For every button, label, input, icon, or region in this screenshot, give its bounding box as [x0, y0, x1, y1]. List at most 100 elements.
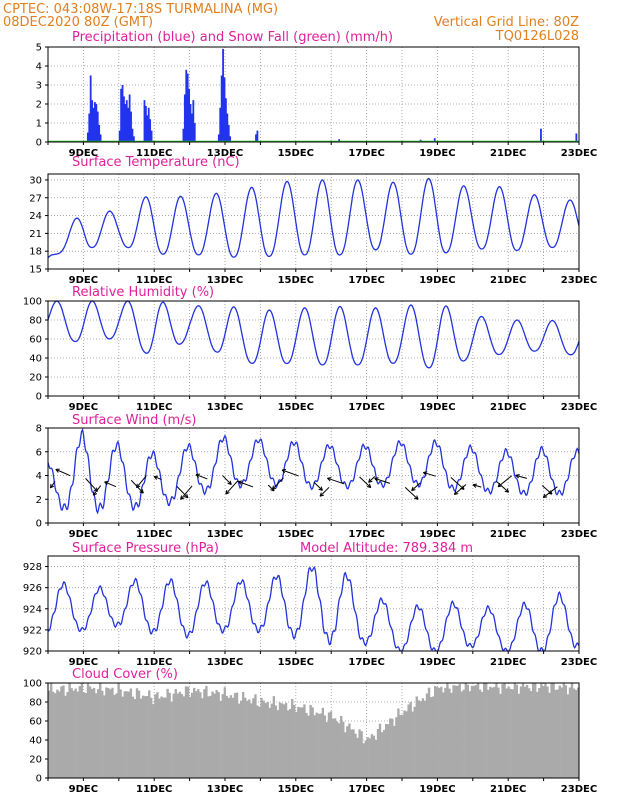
cloud-cover-bar — [84, 693, 88, 778]
cloud-cover-bar — [199, 692, 202, 778]
precip-bar — [121, 85, 124, 142]
y-tick-label: 4 — [36, 62, 42, 73]
precip-bar — [95, 104, 98, 142]
cloud-cover-bar — [325, 722, 329, 778]
cloud-cover-bar — [415, 696, 418, 778]
cloud-cover-bar — [527, 688, 531, 778]
x-tick-label: 21DEC — [490, 657, 526, 668]
wind-vector-head — [542, 493, 548, 499]
cloud-cover-bar — [384, 723, 388, 778]
cloud-cover-bar — [242, 692, 245, 778]
cloud-cover-bar — [92, 687, 96, 778]
cloud-cover-bar — [523, 686, 527, 778]
wind-vector — [92, 485, 102, 496]
cloud-cover-bar — [452, 685, 455, 778]
precip-bar — [225, 98, 227, 142]
cloud-cover-bar — [431, 696, 435, 778]
cloud-cover-bar — [483, 683, 486, 778]
x-tick-label: 17DEC — [348, 529, 384, 540]
cloud-cover-bar — [433, 686, 437, 778]
cloud-cover-bar — [295, 712, 298, 778]
y-tick-label: 60 — [29, 335, 42, 346]
cloud-cover-bar — [215, 690, 218, 778]
precip-bar — [99, 134, 102, 142]
x-tick-label: 11DEC — [136, 148, 172, 159]
precip-bar — [188, 88, 190, 142]
cloud-cover-bar — [101, 690, 104, 778]
cloud-cover-bar — [109, 689, 112, 778]
cloud-cover-bar — [331, 718, 335, 778]
cloud-cover-bar — [154, 694, 157, 778]
cloud-cover-bar — [358, 729, 361, 778]
cloud-cover-bar — [529, 691, 533, 778]
wind-vector — [180, 485, 193, 500]
wind-vector-head — [453, 490, 459, 495]
cloud-cover-bar — [370, 734, 374, 778]
cloud-cover-bar — [411, 711, 414, 778]
cloud-cover-bar — [446, 683, 449, 778]
cloud-cover-bar — [536, 691, 539, 778]
cloud-cover-bar — [207, 696, 210, 778]
x-tick-label: 13DEC — [207, 402, 243, 413]
cloud-cover-bar — [72, 690, 75, 778]
cloud-cover-bar — [321, 707, 325, 778]
y-tick-label: 4 — [36, 471, 42, 482]
x-tick-label: 21DEC — [490, 148, 526, 159]
precip-bar — [132, 136, 135, 142]
cloud-cover-bar — [525, 685, 529, 778]
precip-bar — [118, 130, 121, 142]
precip-bar — [226, 113, 229, 142]
cloud-cover-bar — [160, 696, 163, 778]
precip-bar — [191, 113, 193, 142]
y-tick-label: 0 — [36, 519, 42, 530]
x-tick-label: 15DEC — [278, 784, 314, 795]
cloud-cover-bar — [456, 685, 459, 778]
cloud-cover-bar — [476, 683, 480, 778]
cloud-cover-bar — [466, 684, 470, 778]
cloud-cover-bar — [82, 692, 86, 778]
cloud-cover-bar — [190, 692, 194, 778]
precip-bar — [227, 124, 230, 142]
x-tick-label: 9DEC — [69, 529, 98, 540]
cloud-cover-bar — [176, 693, 180, 778]
cloud-cover-bar — [474, 685, 478, 778]
cloud-cover-bar — [519, 686, 523, 778]
wind-vector-head — [327, 477, 332, 482]
cloud-cover-bar — [366, 737, 369, 778]
precip-bar — [147, 107, 150, 142]
wind-vector-head — [281, 468, 287, 474]
cloud-cover-bar — [291, 698, 294, 778]
cloud-cover-bar — [186, 686, 190, 778]
cloud-cover-bar — [274, 705, 278, 778]
precip-bar — [219, 107, 222, 142]
wind-vector — [176, 486, 189, 499]
cloud-cover-bar — [335, 721, 339, 778]
cloud-cover-bar — [152, 704, 155, 778]
cloud-cover-bar — [293, 704, 296, 778]
x-tick-label: 17DEC — [348, 657, 384, 668]
cloud-cover-bar — [94, 693, 98, 778]
y-tick-label: 40 — [29, 354, 42, 365]
y-tick-label: 2 — [36, 100, 42, 111]
cloud-cover-bar — [297, 706, 300, 778]
y-tick-label: 0 — [36, 774, 42, 785]
cloud-cover-bar — [378, 723, 382, 778]
cloud-cover-bar — [135, 688, 139, 778]
cloud-cover-bar — [338, 723, 341, 778]
cloud-cover-bar — [576, 687, 580, 778]
wind-vector-head — [227, 480, 232, 486]
cloud-cover-bar — [264, 702, 267, 778]
wind-vector — [454, 484, 467, 495]
cloud-cover-bar — [546, 686, 549, 778]
wind-vector — [411, 482, 421, 491]
x-tick-label: 21DEC — [490, 402, 526, 413]
x-tick-label: 13DEC — [207, 529, 243, 540]
wind-vector — [281, 469, 299, 477]
precip-bar — [540, 128, 542, 142]
cloud-cover-bar — [137, 690, 141, 778]
precip-bar — [217, 134, 220, 142]
wind-vector — [222, 475, 232, 485]
cloud-cover-bar — [397, 708, 400, 778]
precip-bar — [92, 107, 95, 142]
precip-bar — [89, 75, 92, 142]
